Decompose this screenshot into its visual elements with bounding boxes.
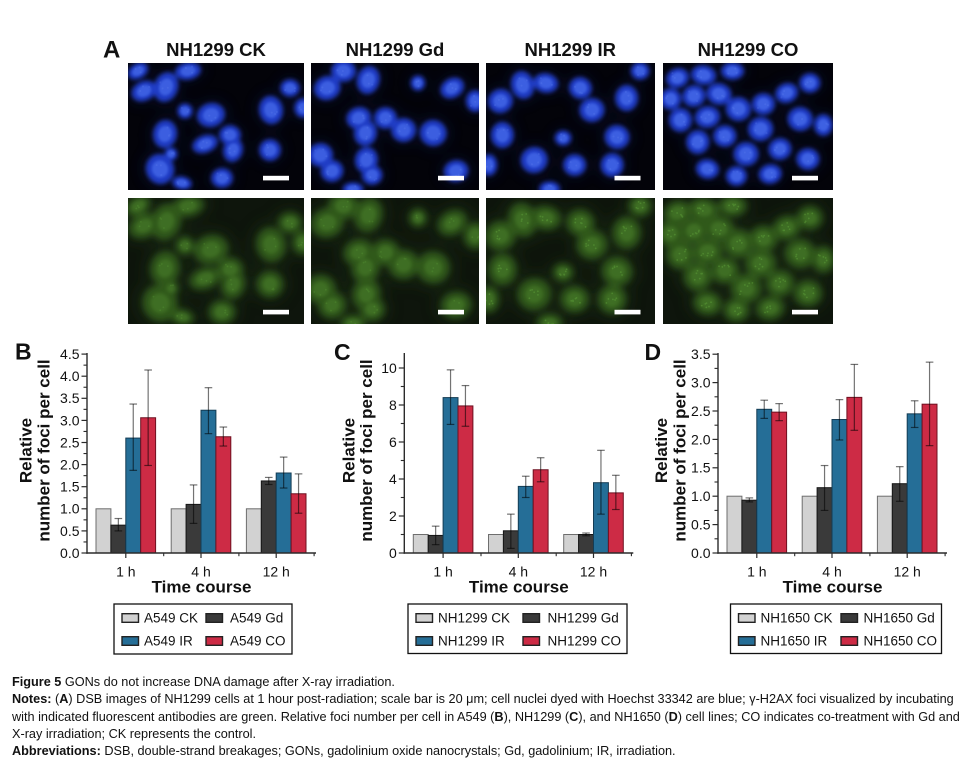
svg-text:3.0: 3.0 (60, 412, 80, 428)
svg-text:3.5: 3.5 (691, 346, 711, 362)
svg-text:A549 IR: A549 IR (144, 634, 193, 649)
svg-text:A549 CO: A549 CO (230, 634, 286, 649)
svg-text:D: D (645, 339, 662, 365)
svg-text:NH1299 CK: NH1299 CK (438, 611, 510, 626)
svg-text:4 h: 4 h (191, 564, 210, 580)
svg-text:10: 10 (381, 360, 397, 376)
svg-text:1.5: 1.5 (60, 479, 80, 495)
svg-text:NH1650 CO: NH1650 CO (864, 634, 938, 649)
svg-text:Time course: Time course (152, 578, 252, 597)
svg-text:4.0: 4.0 (60, 368, 80, 384)
svg-text:3.0: 3.0 (691, 375, 711, 391)
svg-text:NH1299 IR: NH1299 IR (524, 39, 616, 60)
svg-text:Relative: Relative (652, 418, 671, 483)
svg-text:Time course: Time course (469, 578, 569, 597)
svg-text:C: C (334, 339, 351, 365)
svg-text:Time course: Time course (783, 578, 883, 597)
svg-text:A549 Gd: A549 Gd (230, 611, 283, 626)
svg-text:12 h: 12 h (580, 564, 607, 580)
svg-text:A549 CK: A549 CK (144, 611, 198, 626)
svg-text:Relative: Relative (339, 418, 358, 483)
svg-text:0.5: 0.5 (60, 523, 80, 539)
svg-text:4 h: 4 h (509, 564, 528, 580)
svg-text:2.0: 2.0 (691, 431, 711, 447)
svg-text:Relative: Relative (17, 418, 36, 483)
svg-text:2.0: 2.0 (60, 457, 80, 473)
svg-text:3.5: 3.5 (60, 390, 80, 406)
svg-text:4.5: 4.5 (60, 346, 80, 362)
svg-text:0.0: 0.0 (60, 545, 80, 561)
svg-text:NH1299 Gd: NH1299 Gd (346, 39, 445, 60)
svg-text:NH1650 CK: NH1650 CK (761, 611, 833, 626)
svg-text:NH1299 CO: NH1299 CO (698, 39, 799, 60)
svg-text:NH1299 CO: NH1299 CO (548, 634, 622, 649)
svg-text:4 h: 4 h (822, 564, 841, 580)
svg-text:NH1299 Gd: NH1299 Gd (548, 611, 619, 626)
svg-text:number of foci per cell: number of foci per cell (35, 359, 54, 541)
svg-text:number of foci per cell: number of foci per cell (671, 359, 690, 541)
svg-text:0.5: 0.5 (691, 517, 711, 533)
svg-text:number of foci per cell: number of foci per cell (357, 359, 376, 541)
svg-text:NH1299 CK: NH1299 CK (166, 39, 266, 60)
svg-text:12 h: 12 h (263, 564, 290, 580)
svg-text:2.5: 2.5 (60, 434, 80, 450)
svg-text:1 h: 1 h (747, 564, 766, 580)
svg-text:8: 8 (389, 397, 397, 413)
svg-text:12 h: 12 h (894, 564, 921, 580)
svg-text:1 h: 1 h (116, 564, 135, 580)
svg-text:1.5: 1.5 (691, 460, 711, 476)
svg-text:NH1299 IR: NH1299 IR (438, 634, 505, 649)
svg-text:6: 6 (389, 434, 397, 450)
svg-text:NH1650 IR: NH1650 IR (761, 634, 828, 649)
svg-text:4: 4 (389, 471, 397, 487)
svg-text:NH1650 Gd: NH1650 Gd (864, 611, 935, 626)
svg-text:0: 0 (389, 545, 397, 561)
svg-text:1.0: 1.0 (60, 501, 80, 517)
svg-text:1.0: 1.0 (691, 488, 711, 504)
svg-text:A: A (103, 37, 120, 64)
svg-text:0.0: 0.0 (691, 545, 711, 561)
svg-text:B: B (15, 339, 32, 365)
svg-text:1 h: 1 h (433, 564, 452, 580)
svg-text:2.5: 2.5 (691, 403, 711, 419)
svg-text:2: 2 (389, 508, 397, 524)
